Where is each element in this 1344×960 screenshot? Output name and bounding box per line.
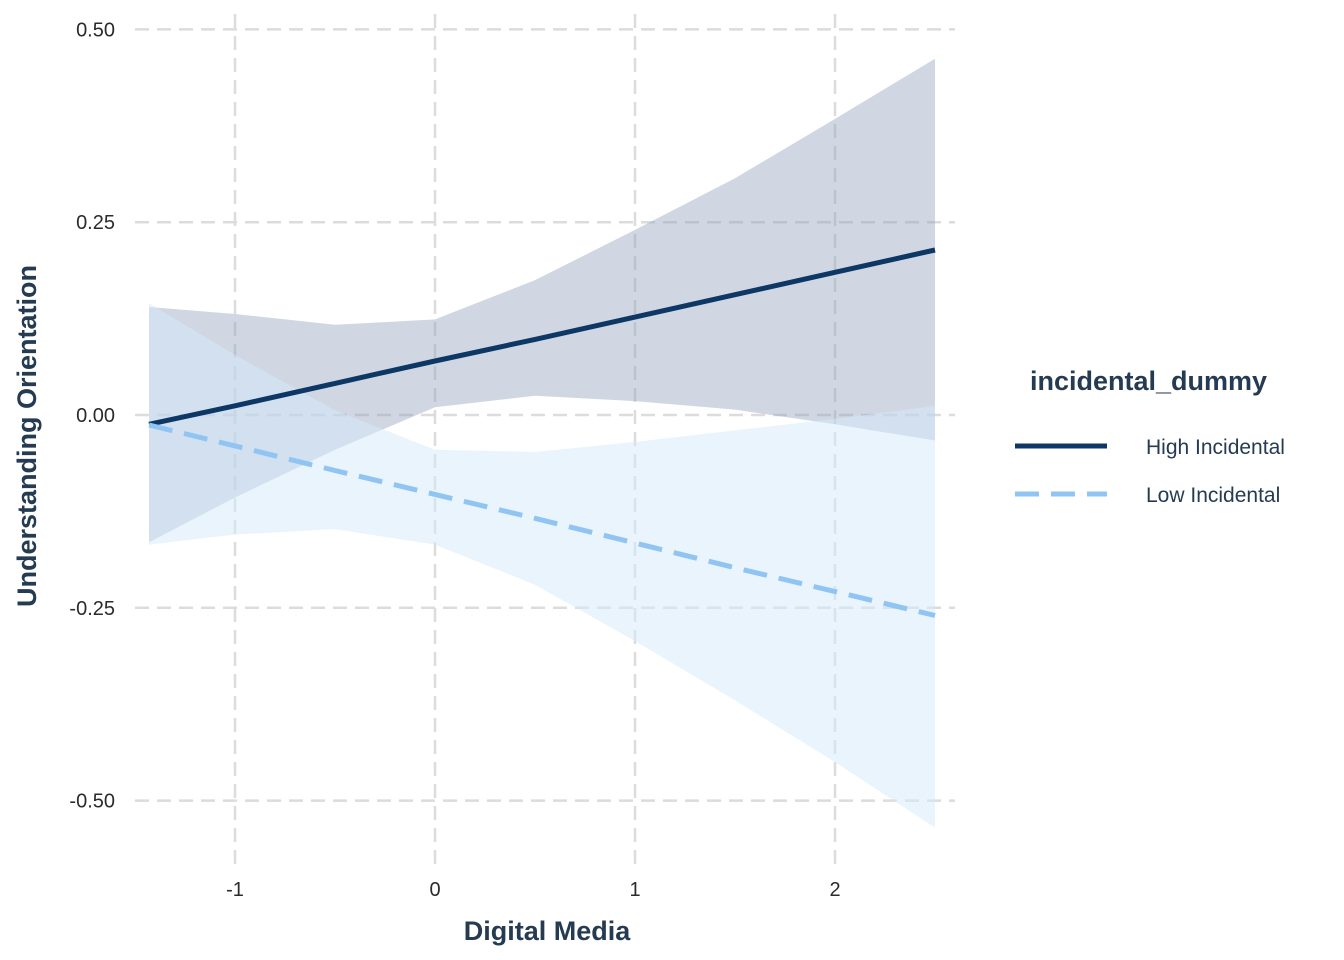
low-incidental-line — [148, 422, 936, 618]
confidence-bands — [149, 58, 935, 828]
legend: incidental_dummy High Incidental Low Inci… — [1015, 366, 1285, 507]
y-tick-label: 0.50 — [76, 19, 115, 41]
legend-title: incidental_dummy — [1030, 366, 1267, 396]
y-tick-label: 0.00 — [76, 405, 115, 427]
legend-label-high-incidental: High Incidental — [1146, 436, 1285, 459]
legend-label-low-incidental: Low Incidental — [1146, 484, 1280, 507]
x-tick-label: 1 — [629, 879, 640, 901]
low-incidental-confidence-band — [149, 303, 935, 828]
x-tick-label: -1 — [226, 879, 244, 901]
y-tick-label: 0.25 — [76, 212, 115, 234]
series-lines — [148, 247, 936, 618]
y-tick-label: -0.50 — [69, 791, 115, 813]
x-tick-label: 0 — [429, 879, 440, 901]
y-axis-title: Understanding Orientation — [12, 265, 42, 607]
tick-labels: 0.50 0.25 0.00 -0.25 -0.50 -1 0 1 2 — [69, 19, 840, 901]
x-tick-label: 2 — [829, 879, 840, 901]
high-incidental-line — [148, 247, 936, 427]
y-tick-label: -0.25 — [69, 598, 115, 620]
x-axis-title: Digital Media — [464, 916, 632, 946]
